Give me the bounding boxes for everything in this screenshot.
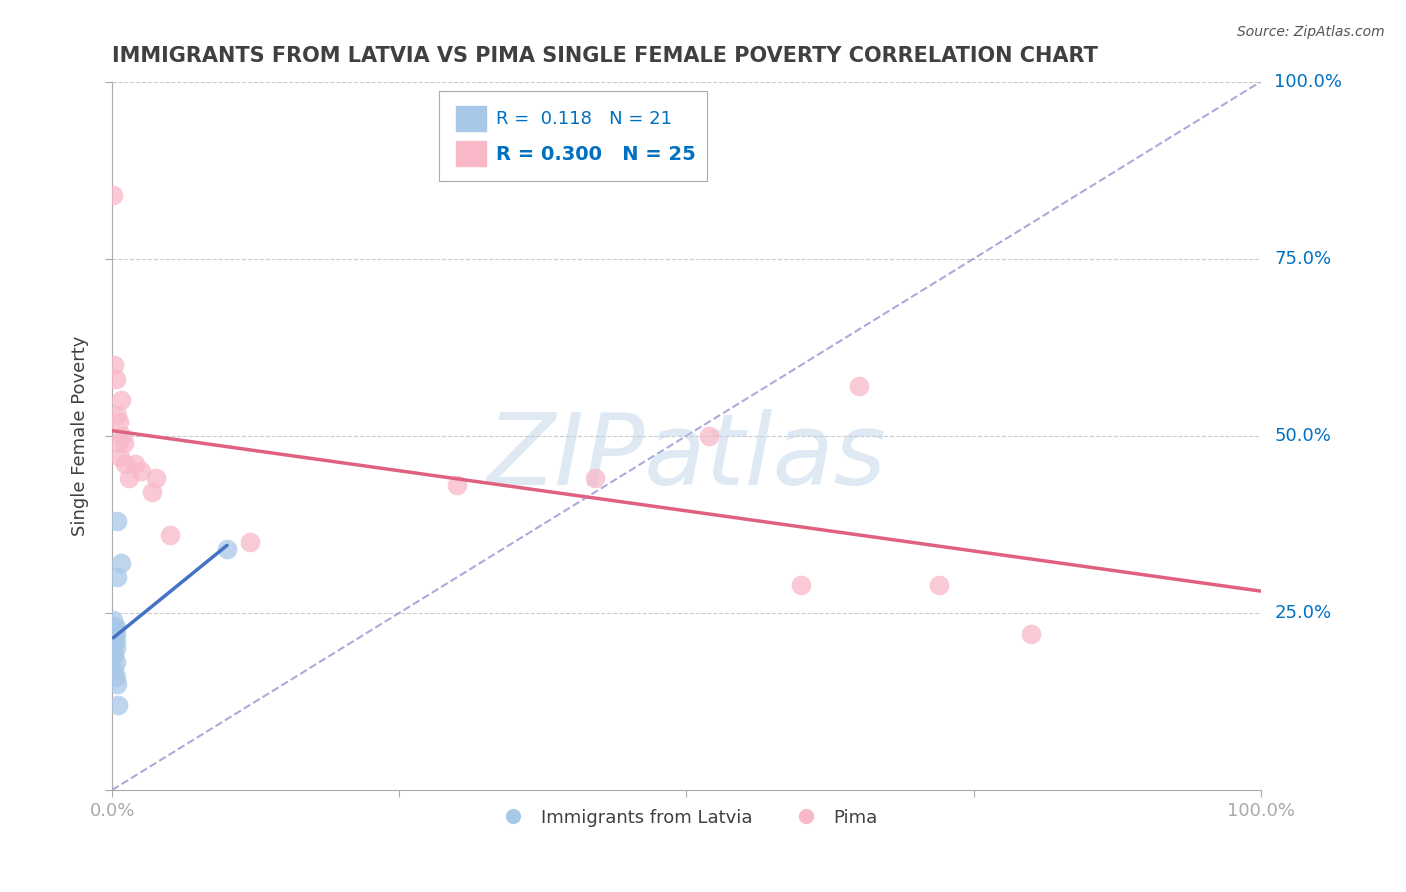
Point — [118, 471, 141, 485]
Point — [110, 556, 132, 570]
Point — [112, 435, 135, 450]
Point — [124, 457, 146, 471]
Point — [103, 634, 125, 648]
Point — [699, 429, 721, 443]
Point — [1019, 627, 1042, 641]
Text: R = 0.300   N = 25: R = 0.300 N = 25 — [496, 145, 696, 164]
Point — [104, 634, 127, 648]
Point — [239, 535, 262, 549]
Text: 100.0%: 100.0% — [1274, 72, 1343, 91]
Point — [848, 379, 870, 393]
Point — [129, 464, 152, 478]
Point — [107, 435, 129, 450]
Point — [110, 393, 132, 408]
Point — [105, 676, 128, 690]
Point — [104, 372, 127, 386]
Text: R =  0.118   N = 21: R = 0.118 N = 21 — [496, 110, 672, 128]
Point — [103, 358, 125, 372]
Text: 50.0%: 50.0% — [1274, 426, 1331, 445]
Text: ZIPatlas: ZIPatlas — [486, 409, 886, 506]
Text: 25.0%: 25.0% — [1274, 604, 1331, 622]
Point — [104, 656, 127, 670]
Text: 75.0%: 75.0% — [1274, 250, 1331, 268]
Point — [108, 450, 131, 464]
Point — [105, 514, 128, 528]
Legend: Immigrants from Latvia, Pima: Immigrants from Latvia, Pima — [488, 802, 884, 834]
Point — [103, 613, 125, 627]
Point — [103, 620, 125, 634]
Point — [103, 188, 125, 202]
Point — [103, 634, 125, 648]
Point — [104, 627, 127, 641]
Point — [145, 471, 167, 485]
Point — [104, 620, 127, 634]
Point — [104, 670, 127, 684]
Point — [107, 698, 129, 712]
Point — [103, 627, 125, 641]
Point — [790, 577, 813, 591]
Point — [114, 457, 136, 471]
Point — [103, 648, 125, 663]
Point — [111, 429, 134, 443]
Point — [141, 485, 163, 500]
Text: IMMIGRANTS FROM LATVIA VS PIMA SINGLE FEMALE POVERTY CORRELATION CHART: IMMIGRANTS FROM LATVIA VS PIMA SINGLE FE… — [112, 46, 1098, 66]
Point — [103, 648, 125, 663]
Point — [108, 415, 131, 429]
Point — [105, 408, 128, 422]
Y-axis label: Single Female Poverty: Single Female Poverty — [72, 335, 89, 536]
Point — [104, 641, 127, 656]
Point — [446, 478, 468, 492]
Point — [103, 663, 125, 677]
Text: Source: ZipAtlas.com: Source: ZipAtlas.com — [1237, 25, 1385, 39]
Point — [159, 528, 181, 542]
Point — [105, 570, 128, 584]
Point — [583, 471, 606, 485]
Point — [103, 627, 125, 641]
Point — [215, 542, 238, 557]
Point — [928, 577, 950, 591]
